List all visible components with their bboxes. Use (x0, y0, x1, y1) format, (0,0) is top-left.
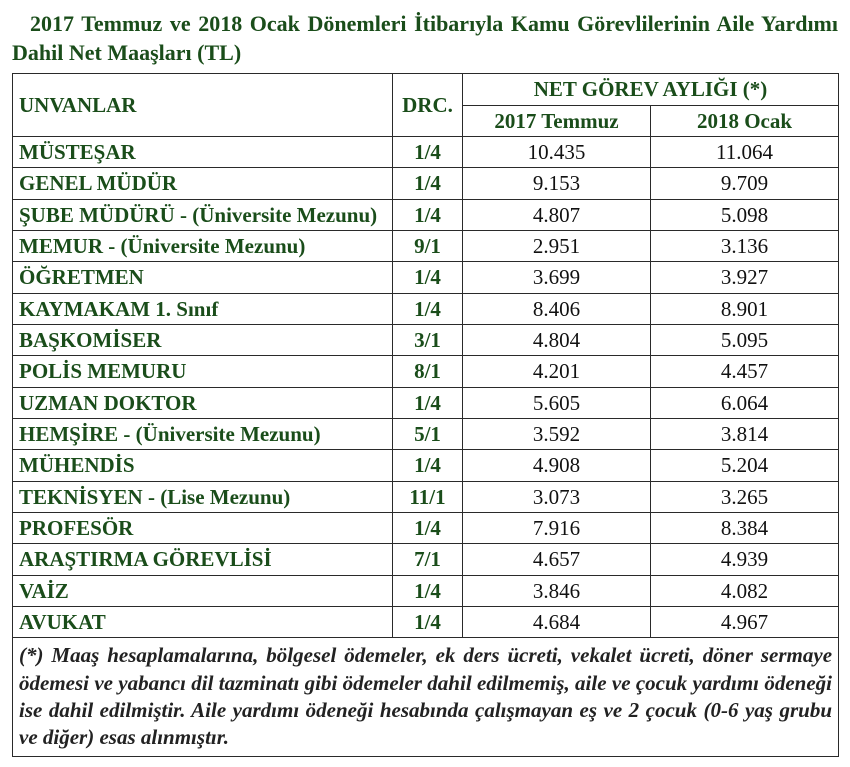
footnote-text: (*) Maaş hesaplamalarına, bölgesel ödeme… (13, 638, 839, 756)
cell-period-1: 3.073 (463, 481, 651, 512)
table-row: PROFESÖR1/47.9168.384 (13, 513, 839, 544)
cell-period-1: 8.406 (463, 293, 651, 324)
table-row: AVUKAT1/44.6844.967 (13, 607, 839, 638)
header-row-1: UNVANLAR DRC. NET GÖREV AYLIĞI (*) (13, 74, 839, 105)
cell-drc: 1/4 (393, 387, 463, 418)
cell-period-1: 4.908 (463, 450, 651, 481)
cell-period-1: 7.916 (463, 513, 651, 544)
cell-drc: 1/4 (393, 513, 463, 544)
cell-unvan: ÖĞRETMEN (13, 262, 393, 293)
cell-drc: 1/4 (393, 293, 463, 324)
table-row: UZMAN DOKTOR1/45.6056.064 (13, 387, 839, 418)
cell-drc: 11/1 (393, 481, 463, 512)
cell-period-2: 5.095 (651, 324, 839, 355)
table-row: POLİS MEMURU8/14.2014.457 (13, 356, 839, 387)
table-row: MÜHENDİS1/44.9085.204 (13, 450, 839, 481)
cell-period-2: 5.204 (651, 450, 839, 481)
table-row: HEMŞİRE - (Üniversite Mezunu)5/13.5923.8… (13, 418, 839, 449)
cell-period-1: 9.153 (463, 168, 651, 199)
cell-period-1: 4.804 (463, 324, 651, 355)
cell-unvan: ARAŞTIRMA GÖREVLİSİ (13, 544, 393, 575)
table-row: MEMUR - (Üniversite Mezunu)9/12.9513.136 (13, 230, 839, 261)
cell-period-2: 9.709 (651, 168, 839, 199)
cell-drc: 1/4 (393, 168, 463, 199)
cell-period-1: 10.435 (463, 136, 651, 167)
cell-period-2: 4.457 (651, 356, 839, 387)
cell-period-2: 5.098 (651, 199, 839, 230)
header-period-2: 2018 Ocak (651, 105, 839, 136)
cell-unvan: POLİS MEMURU (13, 356, 393, 387)
cell-unvan: HEMŞİRE - (Üniversite Mezunu) (13, 418, 393, 449)
cell-unvan: VAİZ (13, 575, 393, 606)
cell-unvan: AVUKAT (13, 607, 393, 638)
cell-period-1: 4.807 (463, 199, 651, 230)
table-row: ÖĞRETMEN1/43.6993.927 (13, 262, 839, 293)
table-row: ŞUBE MÜDÜRÜ - (Üniversite Mezunu)1/44.80… (13, 199, 839, 230)
cell-period-2: 11.064 (651, 136, 839, 167)
cell-unvan: GENEL MÜDÜR (13, 168, 393, 199)
header-period-1: 2017 Temmuz (463, 105, 651, 136)
cell-period-1: 4.201 (463, 356, 651, 387)
header-net-gorev: NET GÖREV AYLIĞI (*) (463, 74, 839, 105)
table-row: MÜSTEŞAR1/410.43511.064 (13, 136, 839, 167)
cell-drc: 9/1 (393, 230, 463, 261)
cell-period-2: 8.901 (651, 293, 839, 324)
cell-period-2: 3.814 (651, 418, 839, 449)
cell-drc: 3/1 (393, 324, 463, 355)
cell-unvan: MÜSTEŞAR (13, 136, 393, 167)
cell-unvan: PROFESÖR (13, 513, 393, 544)
cell-period-2: 6.064 (651, 387, 839, 418)
cell-unvan: KAYMAKAM 1. Sınıf (13, 293, 393, 324)
cell-period-2: 8.384 (651, 513, 839, 544)
cell-period-1: 5.605 (463, 387, 651, 418)
cell-drc: 1/4 (393, 262, 463, 293)
cell-drc: 7/1 (393, 544, 463, 575)
table-row: GENEL MÜDÜR1/49.1539.709 (13, 168, 839, 199)
cell-period-2: 4.082 (651, 575, 839, 606)
cell-drc: 8/1 (393, 356, 463, 387)
cell-period-1: 4.657 (463, 544, 651, 575)
cell-period-2: 4.939 (651, 544, 839, 575)
cell-period-2: 3.265 (651, 481, 839, 512)
header-unvanlar: UNVANLAR (13, 74, 393, 137)
cell-drc: 1/4 (393, 450, 463, 481)
cell-period-2: 3.136 (651, 230, 839, 261)
table-row: BAŞKOMİSER3/14.8045.095 (13, 324, 839, 355)
cell-period-1: 3.846 (463, 575, 651, 606)
cell-unvan: MEMUR - (Üniversite Mezunu) (13, 230, 393, 261)
cell-drc: 1/4 (393, 199, 463, 230)
cell-period-1: 2.951 (463, 230, 651, 261)
salary-table: UNVANLAR DRC. NET GÖREV AYLIĞI (*) 2017 … (12, 73, 839, 756)
cell-unvan: BAŞKOMİSER (13, 324, 393, 355)
cell-period-1: 3.592 (463, 418, 651, 449)
table-row: TEKNİSYEN - (Lise Mezunu)11/13.0733.265 (13, 481, 839, 512)
cell-unvan: UZMAN DOKTOR (13, 387, 393, 418)
cell-period-2: 4.967 (651, 607, 839, 638)
cell-drc: 5/1 (393, 418, 463, 449)
cell-unvan: TEKNİSYEN - (Lise Mezunu) (13, 481, 393, 512)
table-title: 2017 Temmuz ve 2018 Ocak Dönemleri İtiba… (12, 10, 838, 67)
table-row: ARAŞTIRMA GÖREVLİSİ7/14.6574.939 (13, 544, 839, 575)
cell-drc: 1/4 (393, 136, 463, 167)
cell-period-1: 3.699 (463, 262, 651, 293)
table-row: KAYMAKAM 1. Sınıf1/48.4068.901 (13, 293, 839, 324)
cell-period-2: 3.927 (651, 262, 839, 293)
cell-period-1: 4.684 (463, 607, 651, 638)
cell-drc: 1/4 (393, 575, 463, 606)
header-drc: DRC. (393, 74, 463, 137)
table-row: VAİZ1/43.8464.082 (13, 575, 839, 606)
footnote-row: (*) Maaş hesaplamalarına, bölgesel ödeme… (13, 638, 839, 756)
cell-unvan: ŞUBE MÜDÜRÜ - (Üniversite Mezunu) (13, 199, 393, 230)
cell-drc: 1/4 (393, 607, 463, 638)
cell-unvan: MÜHENDİS (13, 450, 393, 481)
